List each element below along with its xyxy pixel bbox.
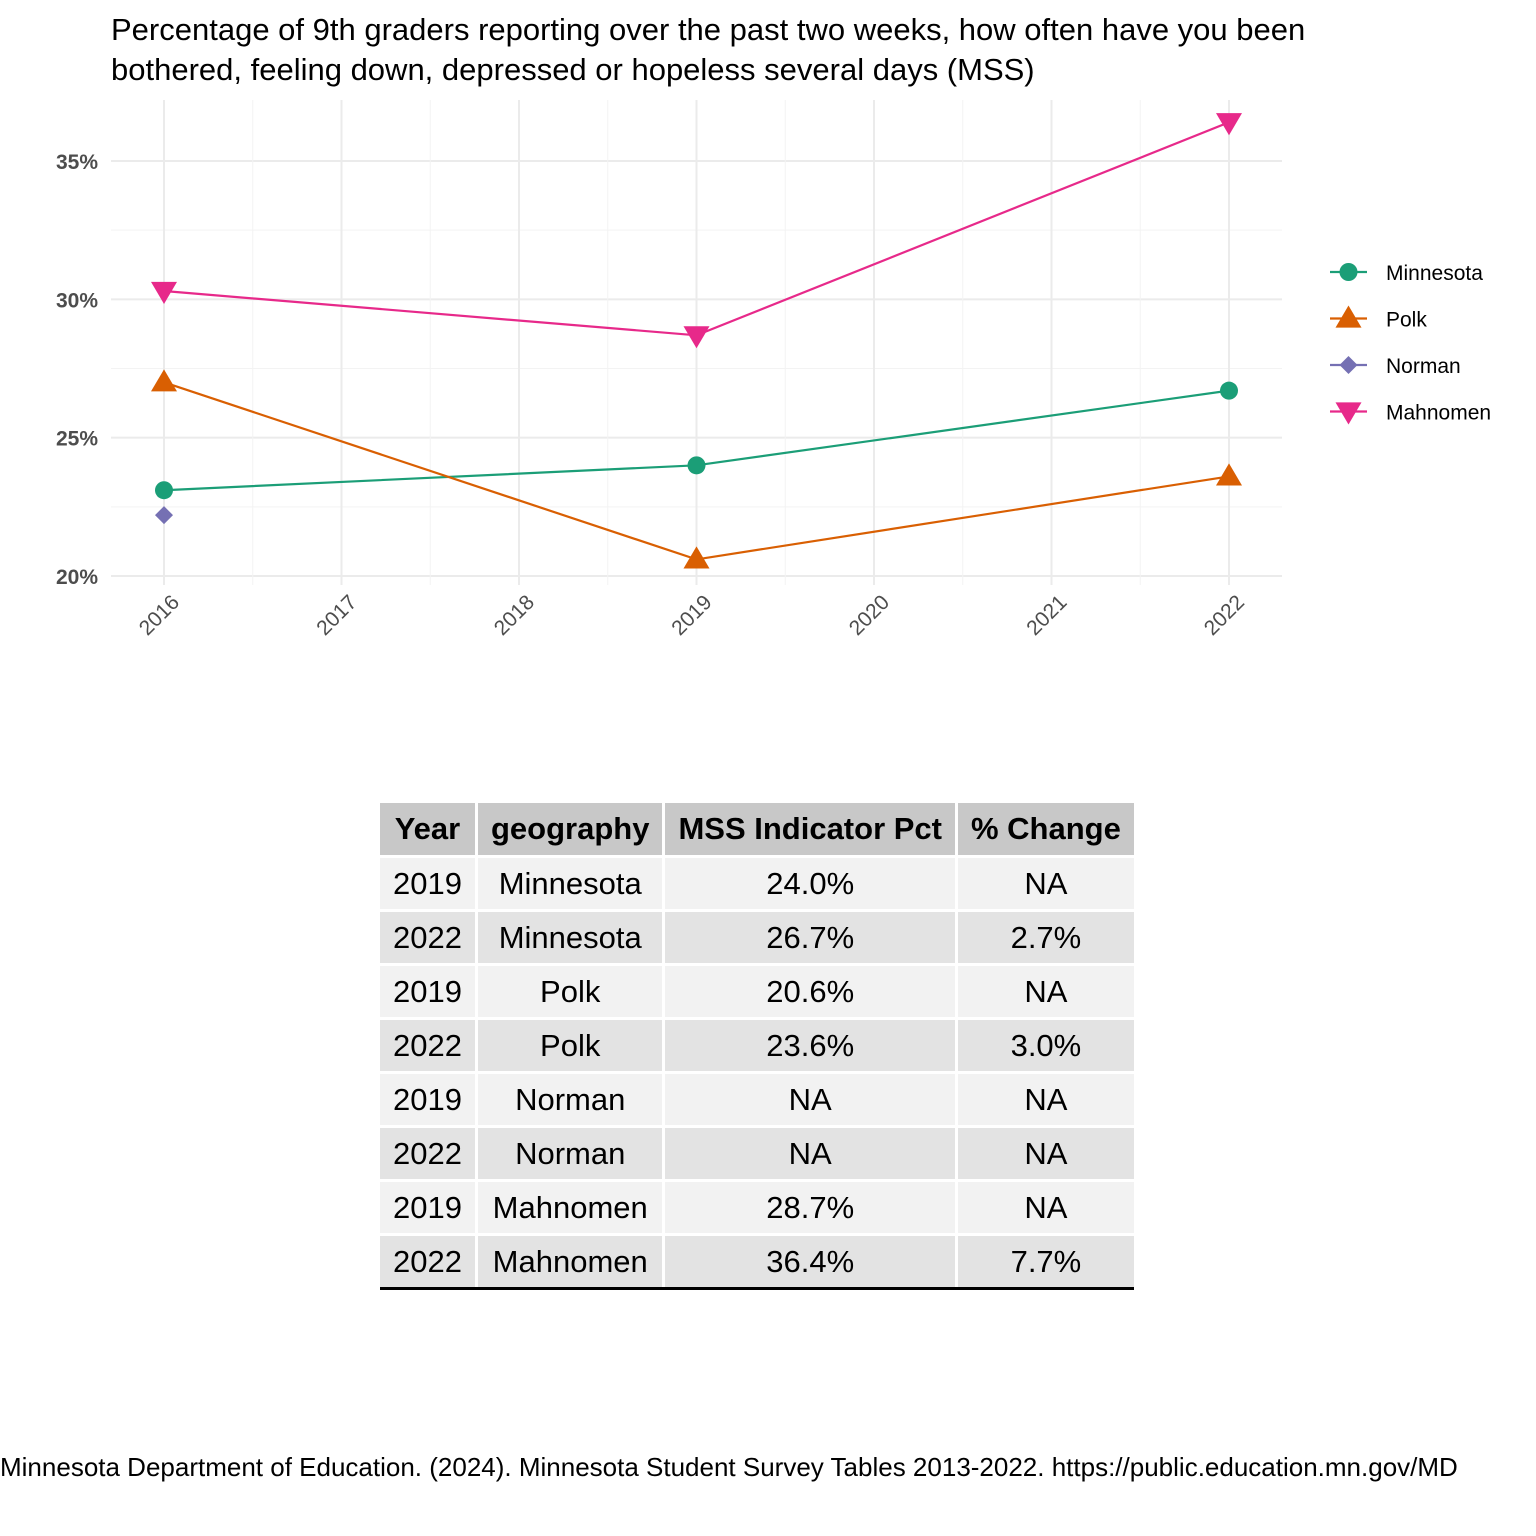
data-point-polk	[151, 369, 177, 392]
grid-lines	[111, 100, 1282, 585]
cell-geography: Minnesota	[476, 910, 666, 966]
cell-change: NA	[956, 1072, 1134, 1128]
chart-title: Percentage of 9th graders reporting over…	[111, 10, 1511, 90]
y-tick-label: 30%	[56, 289, 98, 312]
cell-year: 2019	[380, 964, 478, 1020]
legend-item-minnesota: Minnesota	[1330, 262, 1483, 285]
cell-year: 2022	[380, 1234, 478, 1290]
data-point-mahnomen	[683, 326, 710, 349]
summary-table: Year geography MSS Indicator Pct % Chang…	[380, 803, 1134, 1290]
cell-change: NA	[956, 856, 1134, 912]
cell-indicator-pct: 36.4%	[663, 1234, 958, 1290]
cell-year: 2022	[380, 1018, 478, 1074]
cell-year: 2019	[380, 1180, 478, 1236]
series-polk	[151, 369, 1242, 569]
table-row: 2022 Polk 23.6% 3.0%	[380, 1018, 1134, 1074]
cell-geography: Mahnomen	[476, 1234, 666, 1290]
series-minnesota	[155, 381, 1238, 500]
legend-label-minnesota: Minnesota	[1386, 262, 1483, 285]
legend-item-mahnomen: Mahnomen	[1330, 402, 1491, 425]
source-citation: Minnesota Department of Education. (2024…	[0, 1452, 1458, 1482]
legend-marker-minnesota	[1339, 263, 1358, 281]
table-row: 2022 Norman NA NA	[380, 1126, 1134, 1182]
line-chart: 20% 25% 30% 35% 2016 2017 2018 2019 2020 2021 202…	[56, 100, 1491, 640]
table-row: 2019 Mahnomen 28.7% NA	[380, 1180, 1134, 1236]
chart-title-line-2: bothered, feeling down, depressed or hop…	[111, 52, 1035, 87]
cell-year: 2022	[380, 1126, 478, 1182]
legend-label-polk: Polk	[1386, 309, 1427, 332]
x-tick-label: 2016	[135, 591, 184, 640]
cell-change: NA	[956, 1126, 1134, 1182]
x-axis: 2016 2017 2018 2019 2020 2021 2022	[135, 591, 1249, 640]
plot-series	[151, 113, 1242, 569]
legend-marker-mahnomen	[1335, 402, 1362, 425]
data-point-minnesota	[1220, 381, 1238, 400]
cell-geography: Polk	[476, 964, 666, 1020]
data-point-polk	[683, 546, 710, 569]
cell-indicator-pct: NA	[663, 1072, 958, 1128]
x-tick-label: 2018	[490, 591, 539, 640]
cell-change: 2.7%	[956, 910, 1134, 966]
legend-marker-polk	[1335, 305, 1362, 328]
data-point-norman	[155, 506, 173, 525]
cell-geography: Norman	[476, 1126, 666, 1182]
cell-geography: Mahnomen	[476, 1180, 666, 1236]
cell-indicator-pct: 24.0%	[663, 856, 958, 912]
legend: Minnesota Polk Norman Mahnomen	[1330, 262, 1491, 425]
cell-change: 7.7%	[956, 1234, 1134, 1290]
cell-geography: Minnesota	[476, 856, 666, 912]
cell-change: NA	[956, 964, 1134, 1020]
chart-title-line-1: Percentage of 9th graders reporting over…	[111, 12, 1306, 47]
series-norman	[155, 506, 173, 525]
series-mahnomen	[151, 113, 1242, 349]
table-row: 2022 Minnesota 26.7% 2.7%	[380, 910, 1134, 966]
x-tick-label: 2021	[1022, 591, 1071, 640]
table-row: 2019 Polk 20.6% NA	[380, 964, 1134, 1020]
cell-indicator-pct: 26.7%	[663, 910, 958, 966]
cell-indicator-pct: 23.6%	[663, 1018, 958, 1074]
x-tick-label: 2017	[312, 591, 361, 640]
table-header-row: Year geography MSS Indicator Pct % Chang…	[380, 803, 1134, 858]
x-tick-label: 2019	[667, 591, 716, 640]
y-axis: 20% 25% 30% 35%	[56, 151, 98, 589]
x-tick-label: 2022	[1200, 591, 1249, 640]
y-tick-label: 20%	[56, 566, 98, 589]
data-point-minnesota	[155, 481, 173, 500]
cell-year: 2019	[380, 1072, 478, 1128]
data-point-mahnomen	[151, 281, 177, 305]
cell-change: 3.0%	[956, 1018, 1134, 1074]
cell-year: 2019	[380, 856, 478, 912]
data-point-minnesota	[687, 456, 706, 475]
table-row: 2022 Mahnomen 36.4% 7.7%	[380, 1234, 1134, 1290]
legend-item-norman: Norman	[1330, 355, 1461, 378]
table-body: 2019 Minnesota 24.0% NA 2022 Minnesota 26.7% 2.…	[380, 856, 1134, 1290]
cell-geography: Norman	[476, 1072, 666, 1128]
data-point-mahnomen	[1216, 113, 1242, 136]
legend-marker-norman	[1339, 356, 1358, 374]
header-year: Year	[380, 803, 478, 858]
cell-change: NA	[956, 1180, 1134, 1236]
cell-year: 2022	[380, 910, 478, 966]
legend-label-norman: Norman	[1386, 355, 1461, 378]
legend-item-polk: Polk	[1330, 305, 1427, 332]
data-point-polk	[1216, 463, 1242, 486]
legend-label-mahnomen: Mahnomen	[1386, 402, 1491, 425]
table-row: 2019 Minnesota 24.0% NA	[380, 856, 1134, 912]
header-indicator-pct: MSS Indicator Pct	[663, 803, 958, 858]
cell-indicator-pct: 28.7%	[663, 1180, 958, 1236]
y-tick-label: 35%	[56, 151, 98, 174]
cell-geography: Polk	[476, 1018, 666, 1074]
header-geography: geography	[476, 803, 666, 858]
table-row: 2019 Norman NA NA	[380, 1072, 1134, 1128]
cell-indicator-pct: NA	[663, 1126, 958, 1182]
header-change: % Change	[956, 803, 1134, 858]
y-tick-label: 25%	[56, 428, 98, 451]
x-tick-label: 2020	[845, 591, 894, 640]
cell-indicator-pct: 20.6%	[663, 964, 958, 1020]
